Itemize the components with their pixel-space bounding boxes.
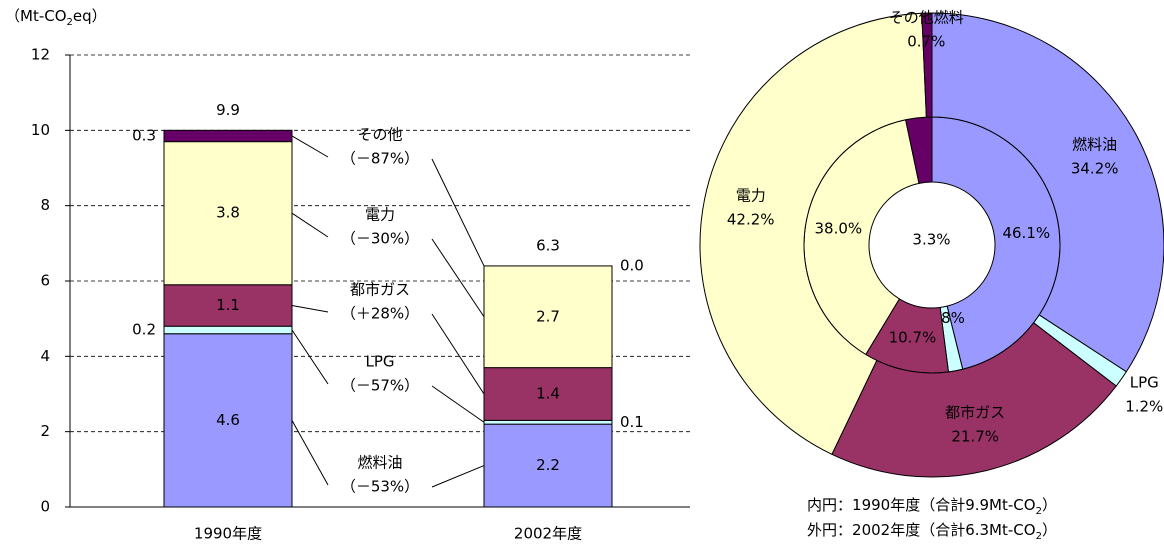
category-label: 燃料油 (1072, 135, 1117, 153)
bar-segment (483, 367, 613, 421)
value-label: 1.4 (536, 385, 560, 403)
leader-line (291, 420, 329, 486)
leader-line (431, 238, 485, 318)
value-label: 0.1 (620, 413, 644, 431)
x-tick-label: 2002年度 (514, 525, 582, 543)
donut-segment (921, 12, 933, 118)
ring-caption-part: 2 (1036, 531, 1042, 542)
y-tick-label: 8 (40, 196, 50, 214)
donut-segment (931, 12, 1164, 373)
series-change: （＋28%） (341, 305, 419, 323)
bar-segment (163, 333, 293, 508)
bar-segment (163, 141, 293, 286)
value-label: 4.6 (216, 411, 240, 429)
leader-line (291, 329, 329, 385)
value-label: 21.7% (951, 427, 999, 445)
ring-caption-part: ） (1042, 521, 1057, 539)
y-tick-label: 4 (40, 347, 50, 365)
ring-caption-part: 2 (1036, 506, 1042, 517)
y-axis-label: （Mt-CO2eq） (5, 7, 107, 28)
bar-segment (163, 284, 293, 327)
bar-segment (483, 265, 613, 369)
series-name: その他 (357, 126, 402, 144)
y-axis-label-part: 2 (67, 17, 73, 28)
series-name: 燃料油 (357, 454, 402, 472)
value-label: 0.2 (132, 320, 156, 338)
ring-caption-part: 外円：2002年度（合計6.3Mt-CO (807, 521, 1036, 539)
x-tick-label: 1990年度 (194, 525, 262, 543)
donut-segment (699, 12, 927, 455)
leader-line (431, 158, 485, 267)
series-change: （－53%） (341, 478, 419, 496)
category-label: 都市ガス (945, 403, 1005, 421)
y-tick-label: 6 (40, 272, 50, 290)
value-label: 2.2 (536, 456, 560, 474)
bar-segment (163, 325, 293, 335)
y-tick-label: 12 (31, 46, 50, 64)
value-label: 10.7% (889, 328, 937, 346)
ring-caption-part: 内円：1990年度（合計9.9Mt-CO (807, 496, 1036, 514)
series-name: 都市ガス (350, 281, 410, 299)
series-change: （－87%） (341, 150, 419, 168)
leader-line (431, 385, 485, 423)
y-tick-label: 2 (40, 422, 50, 440)
leader-line (291, 304, 329, 313)
value-label: 34.2% (1071, 159, 1119, 177)
leader-line (431, 313, 485, 395)
total-label: 6.3 (536, 236, 560, 254)
value-label: 0.3 (132, 126, 156, 144)
value-label: 0.0 (620, 256, 644, 274)
series-change: （－57%） (341, 377, 419, 395)
bar-segment (163, 129, 293, 143)
category-label: LPG (1130, 374, 1159, 392)
value-label: 3.8 (216, 204, 240, 222)
ring-caption: 内円：1990年度（合計9.9Mt-CO2） (807, 496, 1057, 517)
value-label: 3.3% (912, 231, 950, 249)
leader-line (291, 212, 329, 238)
donut-segment (831, 322, 1117, 478)
bar-segment (483, 423, 613, 508)
value-label: 46.1% (1002, 224, 1050, 242)
value-label: 2.7 (536, 307, 560, 325)
series-change: （－30%） (341, 230, 419, 248)
value-label: 1.1 (216, 296, 240, 314)
category-label: その他燃料 (889, 9, 964, 27)
leader-line (431, 465, 485, 488)
total-label: 9.9 (216, 101, 240, 119)
y-tick-label: 0 (40, 498, 50, 516)
category-label: 電力 (736, 187, 766, 205)
y-tick-label: 10 (31, 121, 50, 139)
bar-segment (483, 419, 613, 425)
value-label: 1.2% (1125, 398, 1163, 416)
y-axis-label-part: eq） (73, 7, 107, 25)
ring-caption: 外円：2002年度（合計6.3Mt-CO2） (807, 521, 1057, 542)
y-axis-label-part: （Mt-CO (5, 7, 67, 25)
value-label: 42.2% (727, 211, 775, 229)
ring-caption-part: ） (1042, 496, 1057, 514)
leader-line (291, 135, 329, 158)
series-name: LPG (365, 353, 394, 371)
value-label: 0.7% (907, 33, 945, 51)
series-name: 電力 (365, 206, 395, 224)
value-label: 38.0% (815, 220, 863, 238)
